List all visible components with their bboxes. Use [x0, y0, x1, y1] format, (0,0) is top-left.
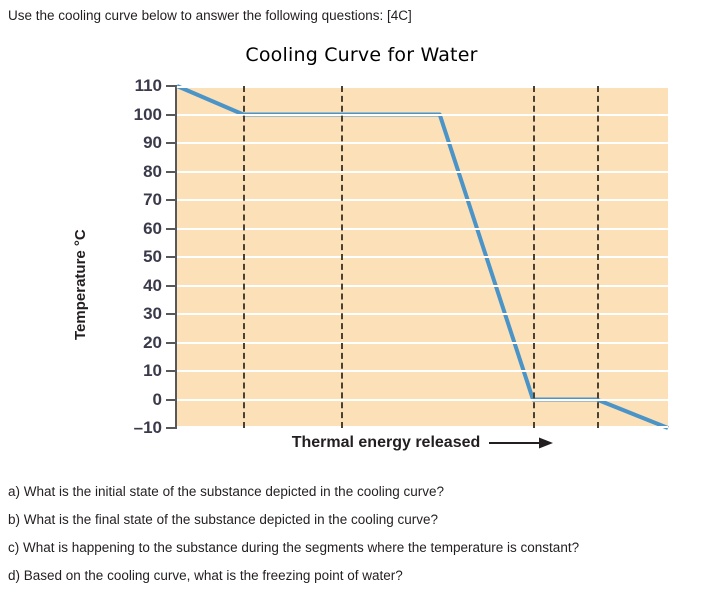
- question-item: d) Based on the cooling curve, what is t…: [8, 568, 403, 583]
- y-axis-tick: [166, 398, 175, 401]
- x-axis-title-group: Thermal energy released: [177, 434, 668, 452]
- y-axis-tick-label: 80: [143, 161, 162, 181]
- question-item: a) What is the initial state of the subs…: [8, 484, 445, 499]
- phase-divider-line: [340, 86, 343, 428]
- y-axis-tick-label: 40: [143, 275, 162, 295]
- y-axis-tick-label: 110: [134, 76, 162, 95]
- gridline: [177, 170, 668, 173]
- y-axis-tick: [166, 227, 175, 230]
- gridline: [177, 284, 668, 287]
- y-axis-tick: [166, 256, 175, 258]
- y-axis-title: Temperature °C: [72, 229, 89, 341]
- y-axis-tick: [166, 85, 175, 87]
- gridline: [177, 227, 668, 230]
- gridline: [177, 199, 668, 201]
- question-item: c) What is happening to the substance du…: [8, 540, 580, 555]
- gridline: [177, 341, 668, 344]
- y-axis-tick: [166, 284, 175, 287]
- chart-title: Cooling Curve for Water: [245, 44, 478, 66]
- y-axis-tick-label: 100: [133, 104, 162, 124]
- plot-area: [176, 84, 669, 430]
- gridline: [177, 256, 668, 258]
- gridline: [177, 426, 668, 428]
- worksheet-prompt: Use the cooling curve below to answer th…: [8, 8, 412, 23]
- y-axis-tick-label: 30: [143, 304, 162, 323]
- y-axis-tick: [166, 142, 175, 144]
- y-axis-tick-label: 50: [143, 247, 162, 266]
- y-axis-tick-label: 0: [152, 389, 162, 409]
- gridline: [177, 142, 668, 144]
- x-axis-title: Thermal energy released: [291, 434, 481, 451]
- gridline: [177, 113, 668, 116]
- y-axis-tick: [166, 370, 175, 372]
- gridline: [177, 370, 668, 372]
- phase-divider-line: [532, 86, 535, 428]
- y-axis-tick-label: 20: [143, 332, 162, 352]
- y-axis-tick-label: –10: [133, 418, 162, 437]
- y-axis-tick: [166, 313, 175, 315]
- y-axis-tick: [166, 199, 175, 201]
- arrow-right-icon: [489, 437, 554, 449]
- y-axis-tick-label: 10: [143, 361, 162, 380]
- y-axis-tick: [166, 170, 175, 173]
- y-axis-spine: [166, 85, 177, 429]
- y-axis-tick: [166, 427, 175, 429]
- gridline: [177, 86, 668, 88]
- question-item: b) What is the final state of the substa…: [8, 512, 439, 527]
- gridline: [177, 313, 668, 315]
- gridline: [177, 398, 668, 401]
- y-axis-tick-labels: 110 100 90 80 70 60 50 40 30 20 10 0 –10: [100, 77, 162, 436]
- y-axis-tick-label: 90: [143, 133, 162, 152]
- y-axis-tick-label: 60: [143, 218, 162, 238]
- questions-list: a) What is the initial state of the subs…: [8, 484, 720, 596]
- phase-divider-line: [596, 86, 599, 428]
- y-axis-tick: [166, 341, 175, 344]
- cooling-curve-figure: Cooling Curve for Water Temperature °C 1…: [0, 30, 723, 475]
- phase-divider-line: [243, 86, 246, 428]
- y-axis-tick: [166, 113, 175, 116]
- y-axis-tick-label: 70: [143, 190, 162, 209]
